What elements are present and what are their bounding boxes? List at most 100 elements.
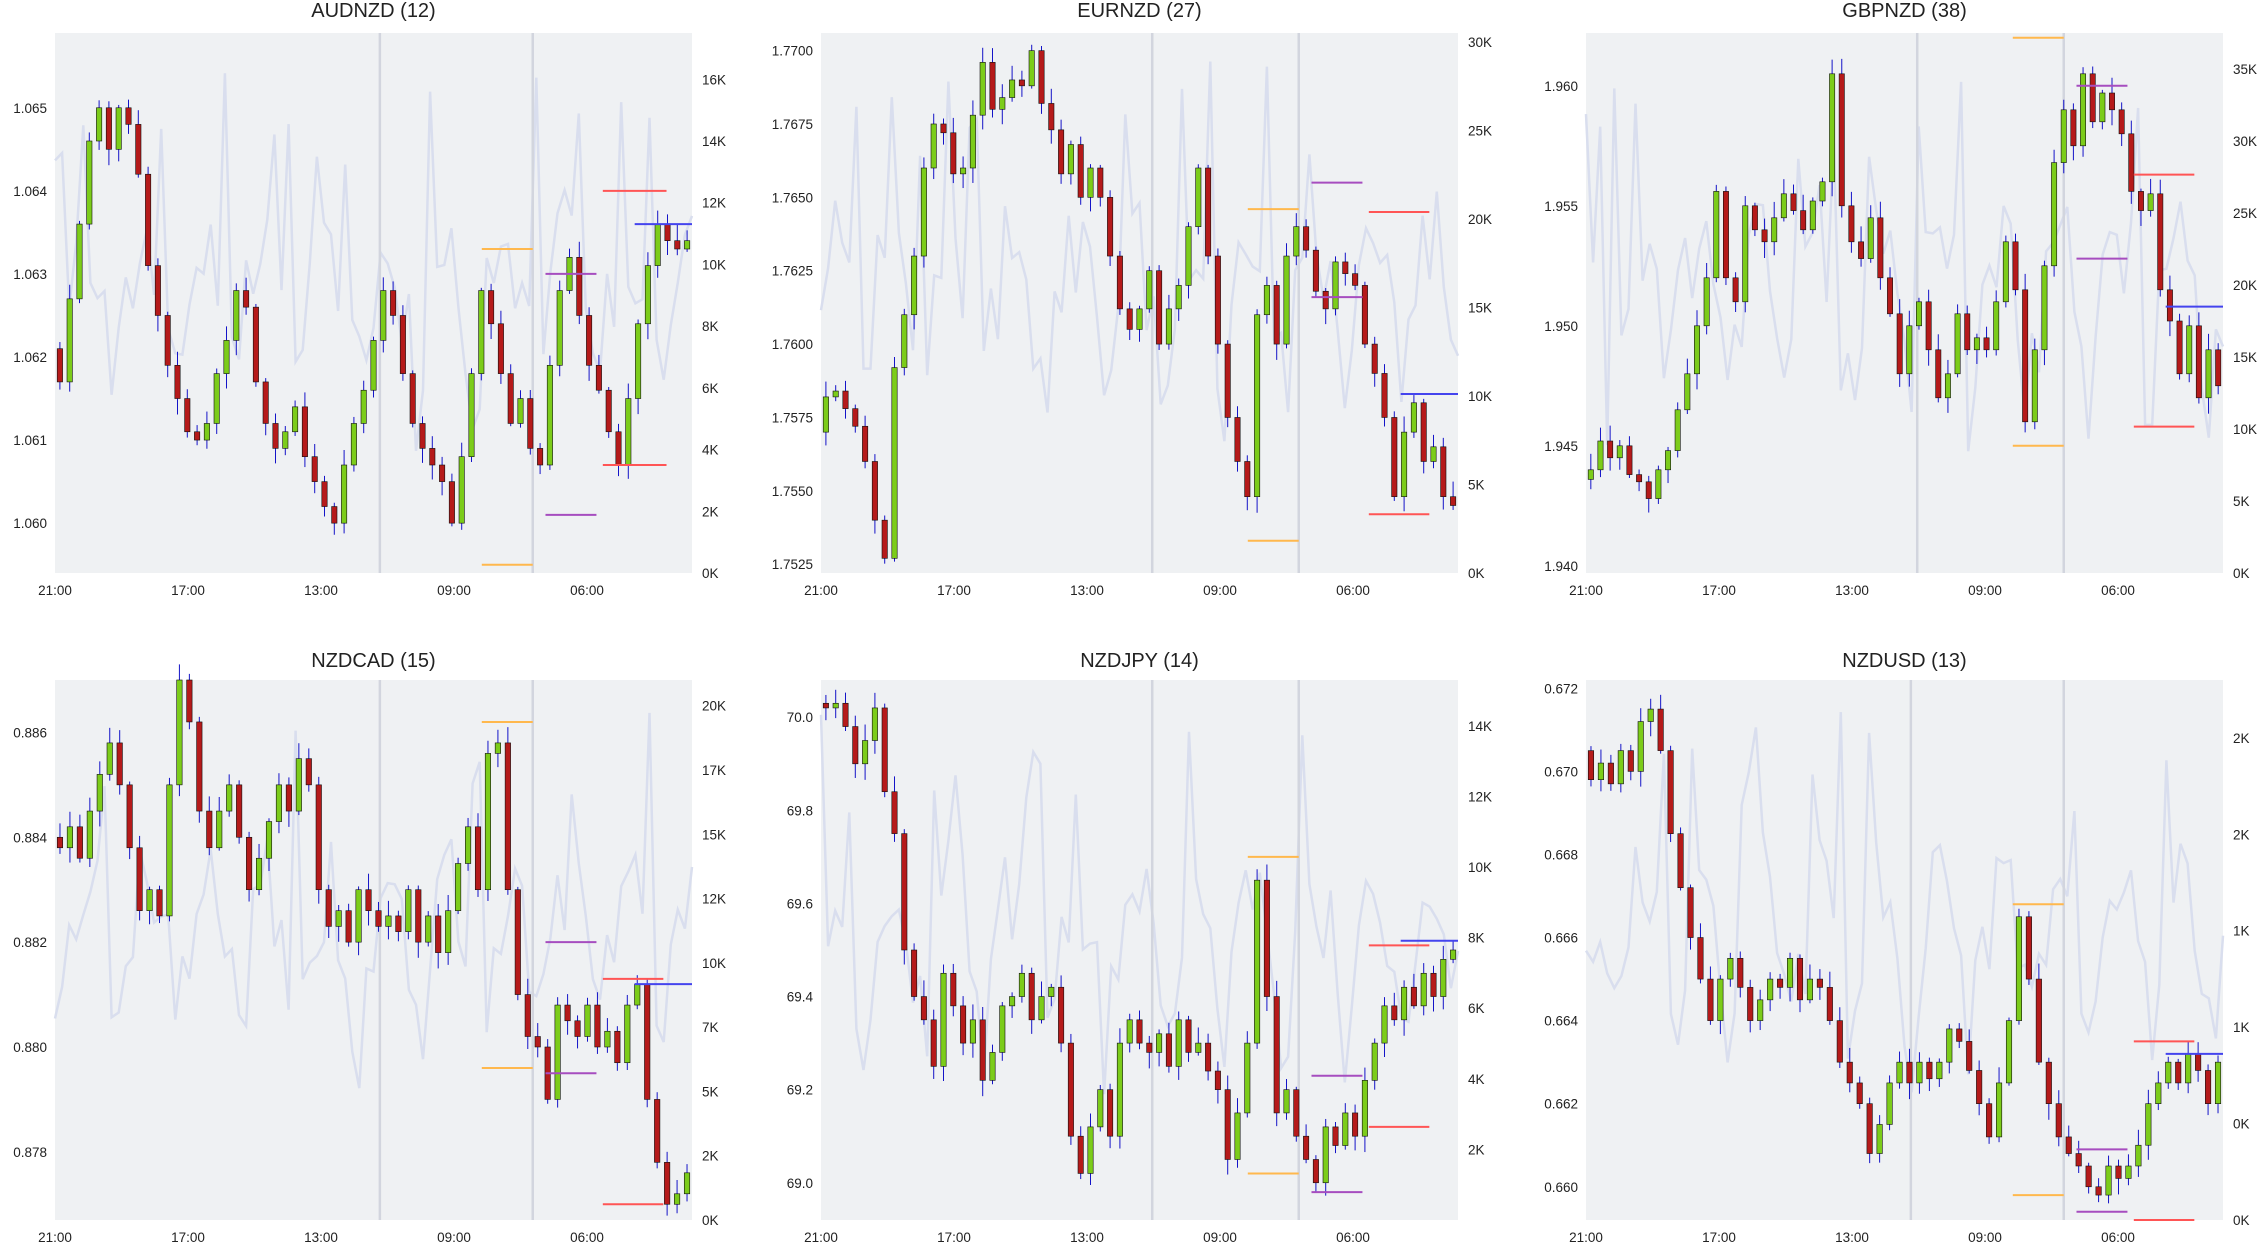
candle-body xyxy=(862,425,869,462)
candle-body xyxy=(1342,1112,1349,1146)
volume-tick-label: 10K xyxy=(1468,389,1492,404)
candle-body xyxy=(2185,1053,2192,1084)
candle-body xyxy=(1761,229,1768,243)
volume-tick-label: 15K xyxy=(702,827,726,842)
candle-body xyxy=(375,910,382,927)
candlestick-chart-gbpnzd: 1.940 1.945 1.950 1.955 1.960 0K 5K 10K 15K 20K 25… xyxy=(1544,33,2257,598)
candle-body xyxy=(2186,325,2193,375)
candle-body xyxy=(1703,277,1710,327)
x-tick-label: 21:00 xyxy=(804,583,838,598)
candle-body xyxy=(644,983,651,1100)
candle-body xyxy=(524,994,531,1037)
candle-body xyxy=(321,481,328,507)
candle-body xyxy=(1097,1089,1104,1128)
candle-body xyxy=(488,290,495,325)
candle-body xyxy=(1976,1070,1983,1104)
candle-body xyxy=(1195,1042,1202,1053)
x-tick-label: 21:00 xyxy=(38,1230,72,1245)
candle-body xyxy=(1087,167,1094,198)
candle-body xyxy=(76,223,83,300)
candle-body xyxy=(174,365,181,399)
volume-tick-label: 20K xyxy=(1468,212,1492,227)
candle-body xyxy=(2205,349,2212,399)
candle-body xyxy=(852,408,859,427)
candle-body xyxy=(1234,417,1241,462)
candle-body xyxy=(1616,445,1623,459)
candle-body xyxy=(950,972,957,1007)
volume-line xyxy=(53,712,694,1089)
candle-body xyxy=(145,173,152,266)
volume-tick-label: 2K xyxy=(2233,827,2250,842)
volume-tick-label: 2K xyxy=(2233,731,2250,746)
chart-panel-audnzd: AUDNZD (12) 1.060 1.061 1.062 1.063 1.064 1.0… xyxy=(0,0,756,630)
candle-body xyxy=(1371,343,1378,374)
volume-tick-label: 2K xyxy=(1468,1142,1485,1157)
volume-tick-label: 2K xyxy=(702,1149,719,1164)
candle-body xyxy=(154,265,161,316)
candle-body xyxy=(1819,181,1826,202)
candle-body xyxy=(1136,308,1143,330)
candle-body xyxy=(465,826,472,864)
candle-body xyxy=(56,836,64,849)
candle-body xyxy=(1146,270,1153,310)
candle-body xyxy=(1185,1019,1192,1053)
candle-body xyxy=(2157,193,2164,291)
candle-body xyxy=(311,456,318,482)
candle-body xyxy=(1156,270,1163,345)
candle-body xyxy=(1322,290,1329,310)
candle-body xyxy=(125,107,132,125)
candle-body xyxy=(2195,325,2202,399)
y-tick-label: 0.672 xyxy=(1544,681,1578,696)
x-tick-label: 13:00 xyxy=(304,1230,338,1245)
plot-background xyxy=(1586,33,2223,573)
candle-body xyxy=(194,431,201,441)
candle-body xyxy=(1607,762,1614,785)
candle-body xyxy=(574,1020,581,1037)
candle-body xyxy=(282,431,289,449)
candle-body xyxy=(1303,1135,1310,1160)
candle-body xyxy=(911,949,918,997)
candle-body xyxy=(891,367,898,559)
candle-body xyxy=(1214,1070,1221,1090)
candle-body xyxy=(842,390,849,409)
candle-body xyxy=(1713,191,1720,279)
candle-body xyxy=(1867,217,1874,259)
candle-body xyxy=(1195,167,1202,227)
volume-tick-label: 30K xyxy=(1468,35,1492,50)
y-tick-label: 0.884 xyxy=(13,830,47,845)
volume-tick-label: 0K xyxy=(1468,566,1485,581)
volume-tick-label: 7K xyxy=(702,1020,719,1035)
candle-body xyxy=(930,123,937,169)
volume-tick-label: 10K xyxy=(1468,860,1492,875)
candle-body xyxy=(478,290,485,374)
x-tick-label: 17:00 xyxy=(171,583,205,598)
volume-tick-label: 35K xyxy=(2233,62,2257,77)
candle-body xyxy=(2025,916,2032,980)
y-tick-label: 0.664 xyxy=(1544,1014,1578,1029)
candle-body xyxy=(405,889,412,932)
candle-body xyxy=(832,702,839,709)
candle-body xyxy=(2215,349,2222,387)
candle-body xyxy=(1954,313,1961,375)
candle-body xyxy=(1185,226,1192,286)
candlestick-chart-nzdcad: 0.878 0.880 0.882 0.884 0.886 0K 2K 5K 7K 10K 12K 1… xyxy=(13,664,726,1245)
candle-body xyxy=(1780,193,1787,219)
candle-body xyxy=(1303,226,1310,251)
candle-body xyxy=(576,257,583,316)
candle-body xyxy=(1936,1061,1943,1080)
y-tick-label: 1.7675 xyxy=(772,117,813,132)
candle-body xyxy=(415,889,422,943)
y-tick-label: 69.2 xyxy=(787,1083,813,1098)
candle-body xyxy=(285,784,292,812)
volume-tick-label: 20K xyxy=(2233,278,2257,293)
candle-body xyxy=(1836,1020,1843,1063)
candle-body xyxy=(1116,255,1123,310)
x-tick-label: 09:00 xyxy=(437,1230,471,1245)
volume-tick-label: 0K xyxy=(2233,1117,2250,1132)
candle-body xyxy=(252,306,259,383)
candle-body xyxy=(213,373,220,424)
candle-body xyxy=(1722,191,1729,279)
candle-body xyxy=(1450,949,1457,960)
candle-body xyxy=(1916,1061,1923,1084)
candle-body xyxy=(135,124,142,175)
